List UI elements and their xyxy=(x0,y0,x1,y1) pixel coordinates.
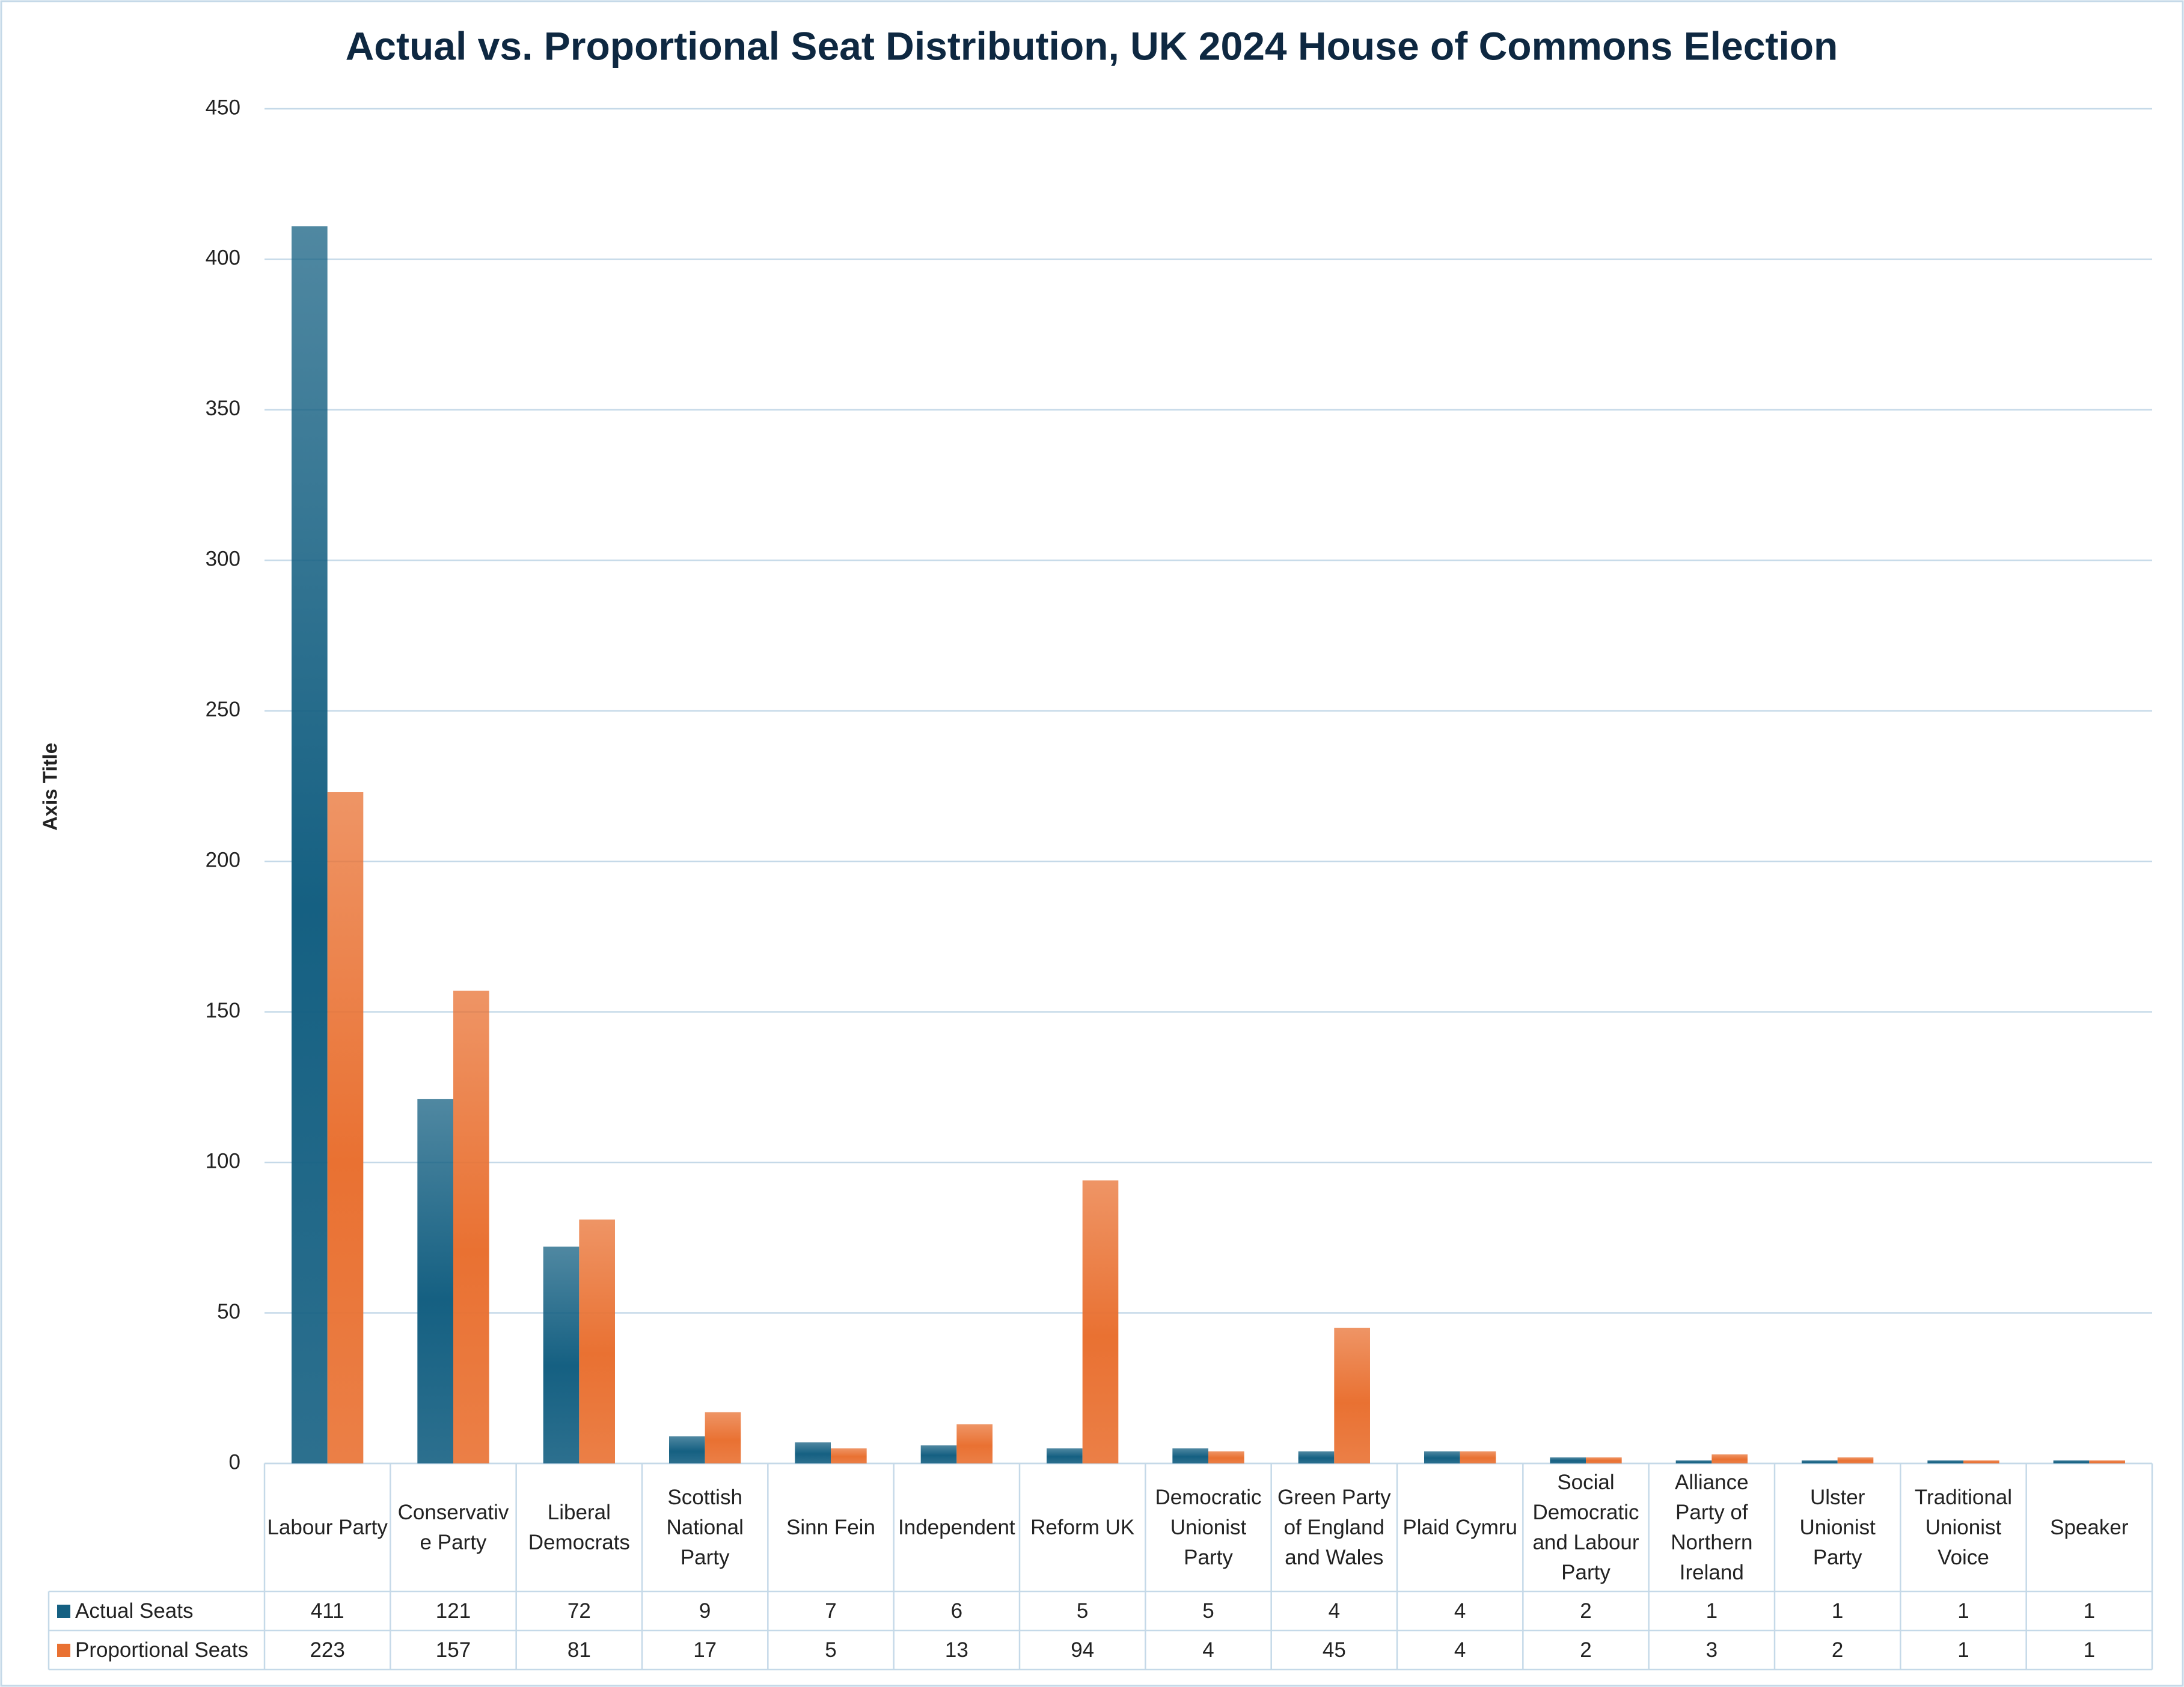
y-tick-label: 0 xyxy=(229,1450,240,1474)
table-value: 2 xyxy=(1580,1599,1591,1623)
table-value: 7 xyxy=(825,1599,836,1623)
bar xyxy=(1963,1460,1999,1463)
category-label: Democratic Unionist Party xyxy=(1155,1485,1262,1569)
category-label: Scottish National Party xyxy=(666,1485,744,1569)
category-label: Labour Party xyxy=(267,1515,388,1539)
bar xyxy=(1837,1457,1874,1463)
legend-label: Proportional Seats xyxy=(75,1638,248,1662)
table-value: 5 xyxy=(1202,1599,1214,1623)
table-value: 94 xyxy=(1071,1638,1094,1662)
bar xyxy=(292,226,328,1463)
bar xyxy=(1711,1454,1748,1463)
bar xyxy=(1586,1457,1622,1463)
table-value: 121 xyxy=(436,1599,471,1623)
y-tick-label: 450 xyxy=(206,96,240,119)
bar xyxy=(1208,1451,1244,1463)
y-tick-label: 300 xyxy=(206,548,240,571)
bar xyxy=(795,1442,831,1463)
bar xyxy=(327,792,364,1463)
bar xyxy=(1460,1451,1496,1463)
table-value: 4 xyxy=(1454,1599,1466,1623)
bar xyxy=(920,1445,957,1463)
bar xyxy=(1675,1460,1712,1463)
table-value: 1 xyxy=(2084,1638,2095,1662)
category-label: Green Party of England and Wales xyxy=(1277,1485,1391,1569)
table-value: 72 xyxy=(567,1599,591,1623)
bar xyxy=(1298,1451,1335,1463)
legend-swatch xyxy=(57,1604,70,1618)
table-value: 6 xyxy=(951,1599,962,1623)
table-value: 3 xyxy=(1706,1638,1718,1662)
table-value: 157 xyxy=(436,1638,471,1662)
bar xyxy=(579,1219,615,1463)
bar xyxy=(1172,1448,1208,1463)
bar xyxy=(1047,1448,1083,1463)
table-value: 411 xyxy=(311,1599,344,1623)
bar xyxy=(1550,1457,1586,1463)
category-label: Speaker xyxy=(2050,1515,2129,1539)
table-value: 1 xyxy=(2084,1599,2095,1623)
y-tick-label: 50 xyxy=(217,1300,240,1323)
table-value: 4 xyxy=(1454,1638,1466,1662)
table-value: 4 xyxy=(1329,1599,1340,1623)
category-label: Alliance Party of Northern Ireland xyxy=(1671,1470,1753,1584)
y-tick-label: 250 xyxy=(206,698,240,721)
category-label: Conservative Party xyxy=(397,1500,509,1554)
category-label: Reform UK xyxy=(1030,1515,1135,1539)
y-tick-label: 100 xyxy=(206,1149,240,1173)
table-value: 4 xyxy=(1202,1638,1214,1662)
legend-swatch xyxy=(57,1643,70,1657)
table-value: 17 xyxy=(693,1638,717,1662)
legend-entry: Proportional Seats xyxy=(49,1631,265,1670)
bar xyxy=(669,1436,705,1463)
table-value: 1 xyxy=(1957,1638,1969,1662)
bar xyxy=(1927,1460,1963,1463)
category-label: Independent xyxy=(898,1515,1015,1539)
bar xyxy=(417,1099,453,1463)
bar xyxy=(2089,1460,2125,1463)
bar xyxy=(1802,1460,1838,1463)
y-tick-label: 150 xyxy=(206,999,240,1022)
y-tick-label: 400 xyxy=(206,246,240,270)
y-axis-title: Axis Title xyxy=(39,743,61,831)
category-label: Plaid Cymru xyxy=(1402,1515,1517,1539)
legend-entry: Actual Seats xyxy=(49,1591,265,1631)
bar xyxy=(1424,1451,1460,1463)
table-value: 2 xyxy=(1832,1638,1843,1662)
table-value: 13 xyxy=(945,1638,968,1662)
table-value: 5 xyxy=(1077,1599,1088,1623)
legend-label: Actual Seats xyxy=(75,1599,194,1623)
category-label: Traditional Unionist Voice xyxy=(1914,1485,2013,1569)
table-value: 9 xyxy=(699,1599,711,1623)
y-tick-label: 200 xyxy=(206,848,240,871)
y-tick-label: 350 xyxy=(206,397,240,420)
table-value: 1 xyxy=(1832,1599,1843,1623)
category-label: Ulster Unionist Party xyxy=(1799,1485,1876,1569)
bar xyxy=(1334,1328,1370,1463)
table-value: 81 xyxy=(567,1638,591,1662)
chart-title: Actual vs. Proportional Seat Distributio… xyxy=(346,23,1838,68)
table-value: 2 xyxy=(1580,1638,1591,1662)
bar xyxy=(543,1246,580,1463)
bar xyxy=(705,1412,741,1463)
category-label: Social Democratic and Labour Party xyxy=(1532,1470,1639,1584)
bar xyxy=(831,1448,867,1463)
table-value: 1 xyxy=(1706,1599,1718,1623)
bar xyxy=(1082,1180,1119,1463)
category-label: Sinn Fein xyxy=(786,1515,875,1539)
table-value: 1 xyxy=(1957,1599,1969,1623)
table-value: 45 xyxy=(1323,1638,1346,1662)
table-value: 223 xyxy=(310,1638,344,1662)
bar xyxy=(453,990,489,1463)
bar xyxy=(2053,1460,2090,1463)
table-value: 5 xyxy=(825,1638,836,1662)
bar xyxy=(956,1424,993,1463)
category-label: Liberal Democrats xyxy=(528,1500,630,1554)
